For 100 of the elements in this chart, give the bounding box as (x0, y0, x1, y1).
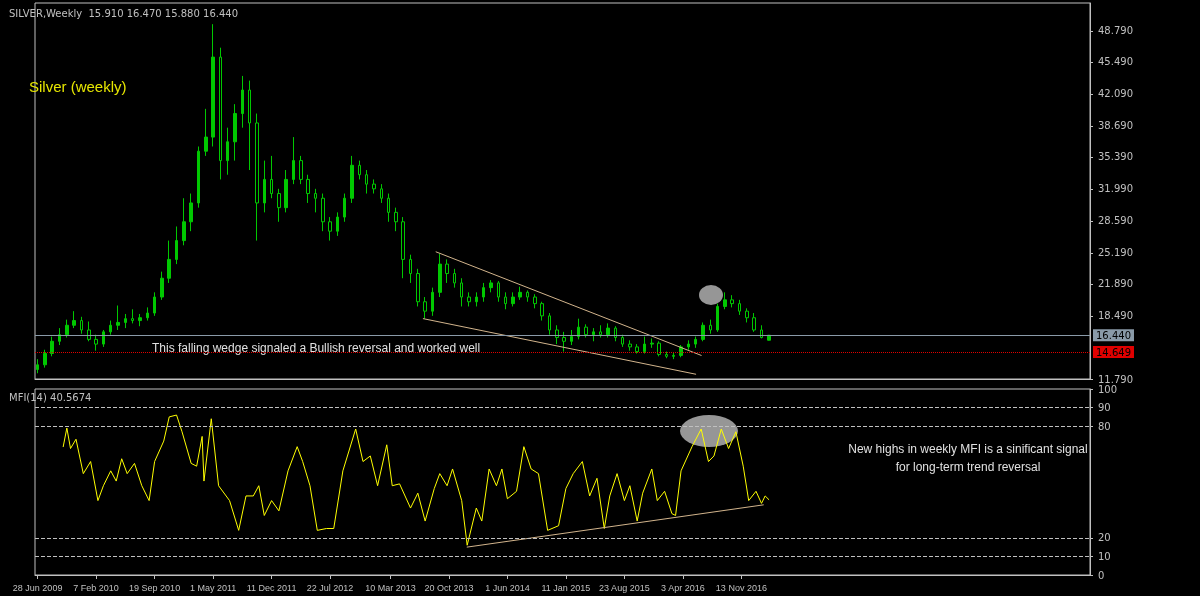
candlestick (716, 303, 719, 333)
candlestick (270, 155, 273, 199)
candlestick (460, 277, 463, 307)
candlestick (445, 258, 449, 284)
annotation: This falling wedge signaled a Bullish reversal and worked well (152, 341, 481, 355)
candlestick (592, 327, 595, 342)
candlestick (255, 113, 259, 242)
candlestick (401, 216, 405, 279)
candlestick (233, 103, 237, 162)
annotation: New highs in weekly MFI is a sinificant signal for long-term trend reversal (848, 442, 1088, 474)
candlestick (511, 291, 515, 307)
candlestick (350, 155, 354, 204)
y-tick-label: 42.090 (1098, 88, 1133, 100)
candlestick (423, 296, 427, 320)
candlestick (167, 240, 171, 284)
candlestick (665, 351, 668, 359)
candlestick (277, 188, 281, 223)
candlestick (394, 207, 398, 232)
candlestick (482, 282, 485, 303)
chart-title: SILVER,Weekly 15.910 16.470 15.880 16.440 (9, 7, 239, 19)
x-tick-label: 11 Jan 2015 (541, 582, 591, 593)
candlestick (416, 268, 420, 307)
candlestick (577, 318, 580, 340)
candlestick (380, 183, 383, 204)
candlestick (36, 358, 39, 374)
y-tick-label: 21.890 (1098, 278, 1133, 290)
x-tick-label: 1 Jun 2014 (485, 582, 530, 593)
candlestick (672, 352, 675, 360)
candlestick (336, 211, 339, 237)
x-tick-label: 20 Oct 2013 (424, 582, 474, 593)
candlestick (189, 193, 193, 232)
candlestick (175, 225, 178, 265)
candlestick (204, 108, 208, 157)
candlestick (197, 145, 200, 209)
candlestick (467, 291, 471, 307)
x-tick-label: 13 Nov 2016 (715, 582, 767, 593)
candlestick (87, 321, 91, 342)
candlestick (540, 301, 544, 322)
candlestick (570, 329, 573, 346)
candlestick (146, 306, 149, 322)
x-tick-label: 28 Jun 2009 (12, 582, 63, 593)
candlestick (58, 327, 61, 346)
y-tick-label: 31.990 (1098, 183, 1133, 195)
candlestick (343, 193, 346, 223)
y-tick-label: 28.590 (1098, 215, 1133, 227)
candlestick (102, 329, 105, 348)
candlestick (526, 289, 529, 303)
line-series (62, 414, 770, 546)
y-tick-label: 18.490 (1098, 310, 1133, 322)
candlestick (358, 160, 361, 180)
ref-line-label: 14.649 (1096, 346, 1131, 358)
chart-title: MFI(14) 40.5674 (9, 391, 92, 403)
candlestick (760, 324, 763, 339)
candlestick (657, 340, 661, 357)
candlestick (284, 169, 288, 213)
candlestick (211, 23, 215, 147)
candlestick (643, 336, 646, 354)
candlestick (752, 312, 756, 333)
candlestick (438, 253, 442, 298)
candlestick (65, 319, 69, 338)
candlestick (321, 193, 325, 232)
candlestick (365, 169, 368, 195)
y-tick-label: 10 (1098, 550, 1111, 562)
candlestick (453, 268, 456, 289)
y-tick-label: 0 (1098, 569, 1105, 581)
x-tick-label: 10 Mar 2013 (365, 582, 416, 593)
candlestick (226, 127, 229, 176)
y-tick-label: 11.790 (1098, 373, 1133, 385)
candlestick (299, 155, 303, 185)
candlestick (372, 178, 376, 195)
x-tick-label: 7 Feb 2010 (73, 582, 119, 593)
candlestick (606, 322, 610, 338)
candlestick (182, 197, 186, 246)
candlestick (709, 319, 712, 335)
candlestick (43, 349, 47, 369)
candlestick (248, 80, 251, 171)
candlestick (628, 339, 632, 352)
candlestick (745, 307, 749, 323)
candlestick (314, 188, 317, 213)
candlestick (219, 47, 222, 180)
candlestick (80, 316, 83, 335)
x-tick-label: 1 May 2011 (189, 582, 237, 593)
y-tick-label: 45.490 (1098, 56, 1133, 68)
candlestick (109, 320, 112, 336)
candlestick (584, 323, 588, 338)
candlestick (489, 279, 493, 293)
candlestick (72, 310, 76, 329)
x-tick-label: 3 Apr 2016 (661, 582, 705, 593)
y-tick-label: 48.790 (1098, 25, 1133, 37)
candlestick (562, 331, 566, 353)
candlestick (328, 216, 332, 242)
candlestick (292, 136, 295, 185)
candlestick (730, 294, 734, 308)
candlestick (701, 321, 705, 342)
candlestick (475, 291, 478, 307)
y-tick-label: 80 (1098, 420, 1111, 432)
candlestick (124, 313, 127, 329)
candlestick (614, 325, 617, 342)
y-tick-label: 90 (1098, 402, 1111, 414)
candlestick (306, 174, 310, 204)
